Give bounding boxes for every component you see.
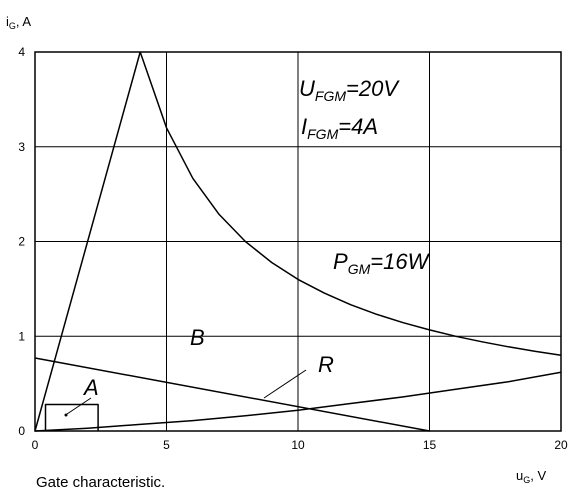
marker-a (64, 413, 68, 417)
annotation-ufgm: UFGM=20V (299, 76, 400, 104)
axes (34, 51, 562, 432)
x-tick-label-0: 0 (32, 438, 39, 452)
series-power-limit (139, 51, 562, 356)
annotation-pgm: PGM=16W (333, 249, 431, 277)
chart-caption: Gate characteristic. (36, 474, 166, 491)
y-tick-label-4: 4 (18, 45, 25, 59)
annotation-r: R (318, 352, 334, 377)
series (34, 51, 562, 432)
annotation-a: A (82, 375, 99, 400)
x-tick-label-5: 5 (163, 438, 170, 452)
x-tick-label-10: 10 (291, 438, 305, 452)
y-tick-label-1: 1 (18, 329, 25, 343)
y-tick-label-2: 2 (18, 235, 25, 249)
y-tick-label-3: 3 (18, 140, 25, 154)
y-axis-label: iG, A (6, 14, 31, 31)
plot-frame (34, 51, 562, 432)
leader-line-r (263, 369, 307, 399)
x-tick-label-20: 20 (554, 438, 568, 452)
tick-labels: 0 5 10 15 20 0 1 2 3 4 (18, 45, 568, 452)
x-axis-label: uG, V (516, 468, 546, 485)
series-curve-r (34, 371, 562, 432)
series-region-a (44, 403, 99, 431)
grid (35, 52, 561, 431)
leader-line-a (66, 397, 92, 415)
y-tick-label-0: 0 (18, 424, 25, 438)
annotation-ifgm: IFGM=4A (301, 114, 378, 142)
series-load-line-b (34, 357, 430, 432)
x-tick-label-15: 15 (423, 438, 437, 452)
annotation-b: B (190, 325, 205, 350)
series-peak-left (34, 51, 141, 432)
